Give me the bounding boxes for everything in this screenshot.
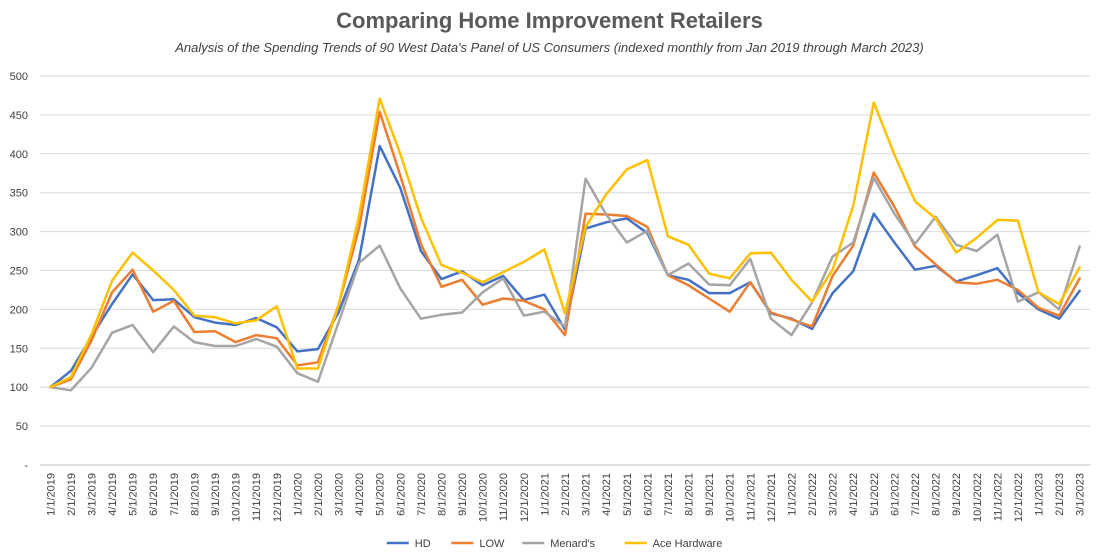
x-tick-label: 8/1/2020: [436, 473, 448, 516]
y-tick-label: 100: [10, 382, 28, 394]
legend: HD LOW Menard's Ace Hardware: [386, 538, 723, 550]
series-line-hd: [49, 144, 1081, 389]
gridlines: [40, 75, 1090, 466]
x-tick-label: 5/1/2022: [869, 473, 881, 516]
x-tick-label: 11/1/2020: [498, 473, 510, 521]
x-tick-label: 7/1/2020: [416, 473, 428, 516]
x-tick-label: 11/1/2021: [745, 473, 757, 521]
x-tick-label: 5/1/2020: [375, 473, 387, 516]
x-tick-label: 7/1/2022: [910, 473, 922, 516]
x-tick-label: 3/1/2021: [581, 473, 593, 516]
y-tick-label: 200: [10, 304, 28, 316]
x-tick-label: 6/1/2022: [889, 473, 901, 516]
x-tick-label: 1/1/2022: [786, 473, 798, 516]
x-tick-label: 4/1/2022: [848, 473, 860, 516]
x-tick-label: 4/1/2021: [601, 473, 613, 516]
y-tick-label: -: [24, 460, 28, 472]
x-tick-label: 10/1/2022: [972, 473, 984, 522]
y-tick-label: 350: [10, 188, 28, 200]
x-tick-label: 6/1/2020: [395, 473, 407, 516]
y-tick-label: 150: [10, 343, 28, 355]
series-lines: [49, 97, 1081, 392]
legend-label-low: LOW: [479, 538, 505, 550]
x-tick-label: 9/1/2019: [210, 473, 222, 516]
y-tick-label: 250: [10, 266, 28, 278]
legend-label-ace-hardware: Ace Hardware: [653, 538, 723, 550]
x-tick-label: 3/1/2019: [86, 473, 98, 516]
x-tick-label: 2/1/2021: [560, 473, 572, 516]
x-tick-label: 9/1/2022: [951, 473, 963, 516]
series-line-low: [49, 110, 1081, 389]
x-tick-label: 3/1/2022: [828, 473, 840, 516]
legend-label-hd: HD: [415, 538, 431, 550]
x-tick-label: 12/1/2021: [766, 473, 778, 522]
x-axis-ticks: 1/1/2019 2/1/2019 3/1/2019 4/1/2019 5/1/2019…: [45, 473, 1086, 522]
x-tick-label: 4/1/2019: [107, 473, 119, 516]
x-tick-label: 11/1/2019: [251, 473, 263, 521]
x-tick-label: 7/1/2019: [169, 473, 181, 516]
x-tick-label: 9/1/2020: [457, 473, 469, 516]
x-tick-label: 3/1/2020: [334, 473, 346, 516]
x-tick-label: 7/1/2021: [663, 473, 675, 516]
series-line-ace-hardware: [49, 97, 1081, 389]
x-tick-label: 12/1/2020: [519, 473, 531, 522]
x-tick-label: 2/1/2023: [1054, 473, 1066, 516]
x-tick-label: 12/1/2019: [272, 473, 284, 522]
x-tick-label: 11/1/2022: [992, 473, 1004, 521]
x-tick-label: 2/1/2020: [313, 473, 325, 516]
y-tick-label: 300: [10, 227, 28, 239]
x-tick-label: 1/1/2020: [292, 473, 304, 516]
x-tick-label: 5/1/2019: [128, 473, 140, 516]
chart-subtitle: Analysis of the Spending Trends of 90 We…: [175, 40, 924, 55]
x-tick-label: 8/1/2022: [931, 473, 943, 516]
x-tick-label: 9/1/2021: [704, 473, 716, 516]
x-tick-label: 10/1/2021: [725, 473, 737, 522]
x-tick-label: 8/1/2021: [684, 473, 696, 516]
x-tick-label: 2/1/2022: [807, 473, 819, 516]
x-tick-label: 1/1/2021: [539, 473, 551, 516]
y-tick-label: 500: [10, 71, 28, 83]
x-tick-label: 6/1/2021: [642, 473, 654, 516]
legend-label-menard-s: Menard's: [550, 538, 595, 550]
x-tick-label: 3/1/2023: [1075, 473, 1087, 516]
x-tick-label: 5/1/2021: [622, 473, 634, 516]
y-axis-ticks: - 50 100 150 200 250 300 350 400 450 500: [10, 71, 29, 472]
y-tick-label: 450: [10, 110, 28, 122]
x-tick-label: 6/1/2019: [148, 473, 160, 516]
y-tick-label: 400: [10, 149, 28, 161]
x-tick-label: 2/1/2019: [66, 473, 78, 516]
x-tick-label: 1/1/2019: [45, 473, 57, 516]
x-tick-label: 10/1/2020: [478, 473, 490, 522]
x-tick-label: 4/1/2020: [354, 473, 366, 516]
x-tick-label: 8/1/2019: [189, 473, 201, 516]
chart-title: Comparing Home Improvement Retailers: [336, 8, 763, 33]
x-tick-label: 12/1/2022: [1013, 473, 1025, 522]
y-tick-label: 50: [16, 421, 28, 433]
x-tick-label: 1/1/2023: [1034, 473, 1046, 516]
series-line-menard-s: [49, 176, 1081, 392]
x-tick-label: 10/1/2019: [231, 473, 243, 522]
